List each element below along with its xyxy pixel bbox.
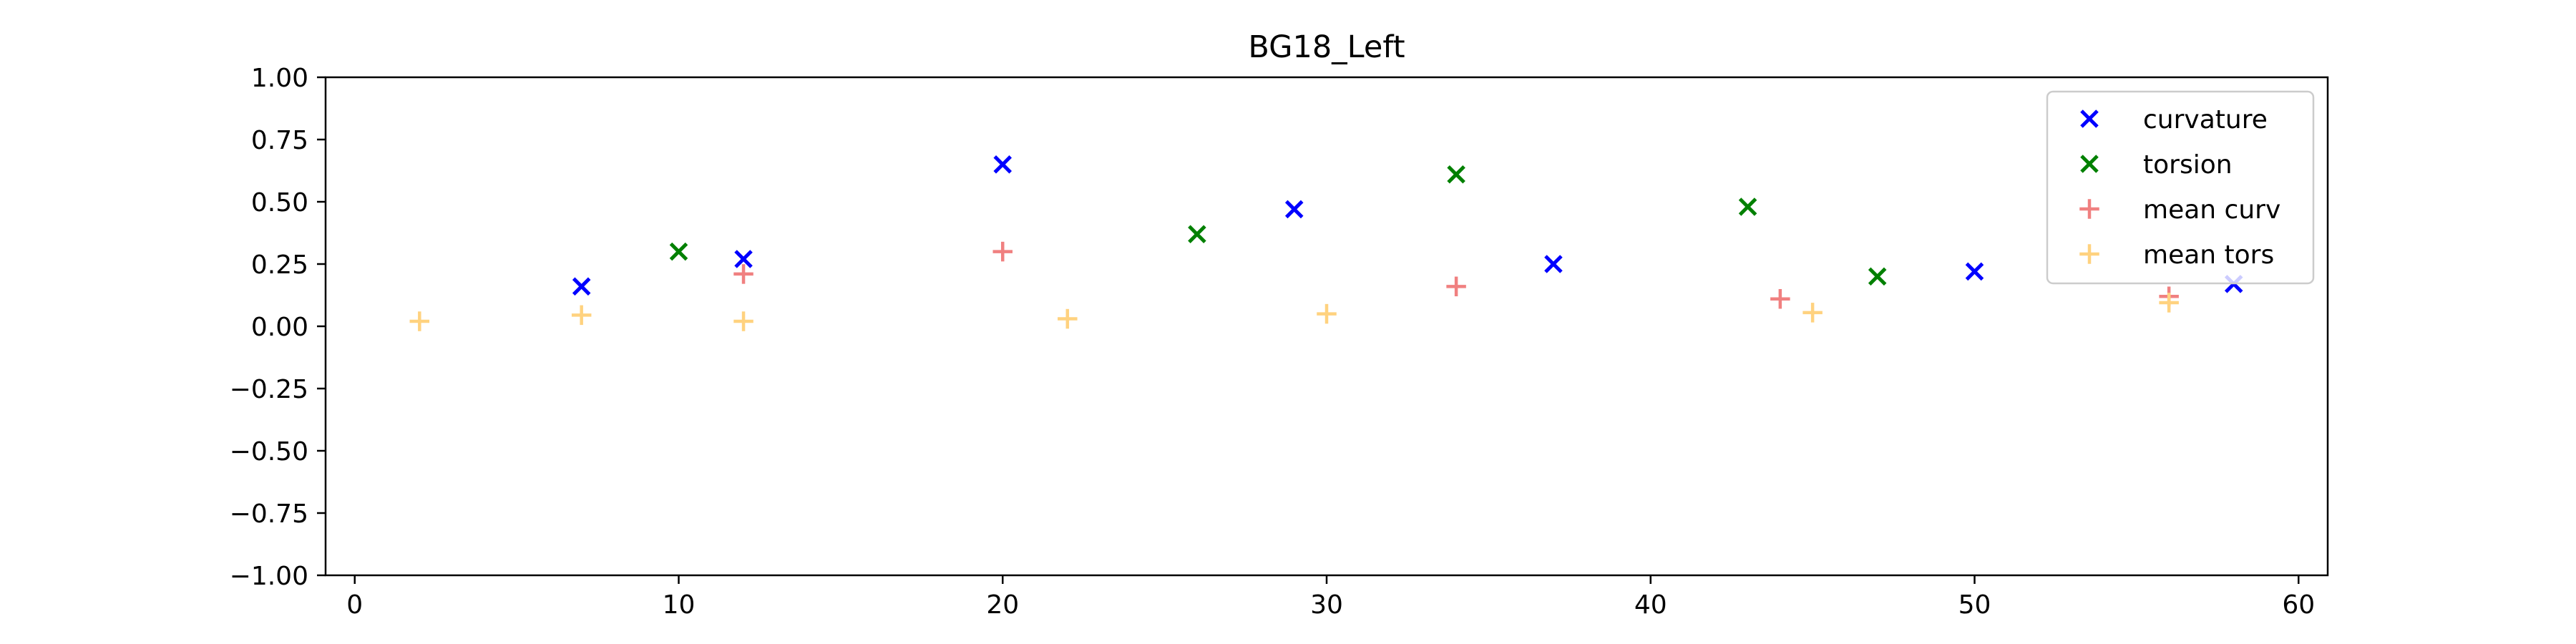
plot-area [324,76,2329,577]
y-tick-label: −0.75 [230,499,308,529]
data-point [571,305,592,326]
legend-label: mean curv [2143,195,2280,225]
y-tick-label: 0.25 [251,250,308,280]
series-mean-curv [733,241,2179,309]
x-tick-label: 40 [1634,590,1667,620]
data-point [993,155,1013,174]
legend-label: curvature [2143,105,2268,135]
data-point [1544,255,1563,273]
series-curvature [572,155,2243,296]
x-tick-label: 60 [2282,590,2315,620]
legend-label: mean tors [2143,240,2274,270]
y-tick-label: 1.00 [251,64,308,93]
chart-title: BG18_Left [1248,29,1405,65]
data-point [733,311,753,331]
x-tick-label: 0 [346,590,363,620]
y-tick-label: 0.00 [251,313,308,342]
data-point [1738,197,1757,216]
legend-marker [2080,155,2099,173]
axis-ticks: 0 10 20 30 40 50 60 −1.00 −0.75 −0.50 −0.25 0.00 0.2… [230,64,2315,620]
data-point [1802,303,1823,323]
data-point [1868,267,1887,286]
y-tick-label: −0.50 [230,437,308,467]
x-tick-label: 30 [1310,590,1343,620]
data-point [1317,303,1337,324]
y-tick-label: −1.00 [230,562,308,591]
data-point [409,311,430,331]
legend-marker [2079,244,2099,264]
data-point [733,264,753,284]
series-torsion [669,165,1887,286]
data-point [572,277,591,296]
data-point [669,242,688,261]
series-mean-tors [409,293,2179,331]
data-point [1446,276,1466,297]
x-tick-label: 50 [1958,590,1991,620]
data-point [1284,200,1304,219]
data-point [1965,262,1984,281]
data-point [992,241,1013,262]
y-tick-label: −0.25 [230,375,308,404]
data-point [1058,308,1078,329]
legend-box [2046,90,2315,285]
legend-marker [2080,109,2099,128]
axes-frame [324,76,2329,577]
y-tick-label: 0.75 [251,126,308,155]
legend-marker [2079,199,2099,219]
data-point [1770,288,1790,309]
legend: curvature torsion mean curv mean tors [2046,90,2315,285]
data-point [734,250,753,268]
x-tick-label: 10 [663,590,696,620]
y-tick-label: 0.50 [251,188,308,218]
legend-label: torsion [2143,150,2233,180]
data-point [1447,165,1465,184]
data-point [2159,293,2179,313]
x-tick-label: 20 [986,590,1019,620]
data-point [1188,225,1206,244]
